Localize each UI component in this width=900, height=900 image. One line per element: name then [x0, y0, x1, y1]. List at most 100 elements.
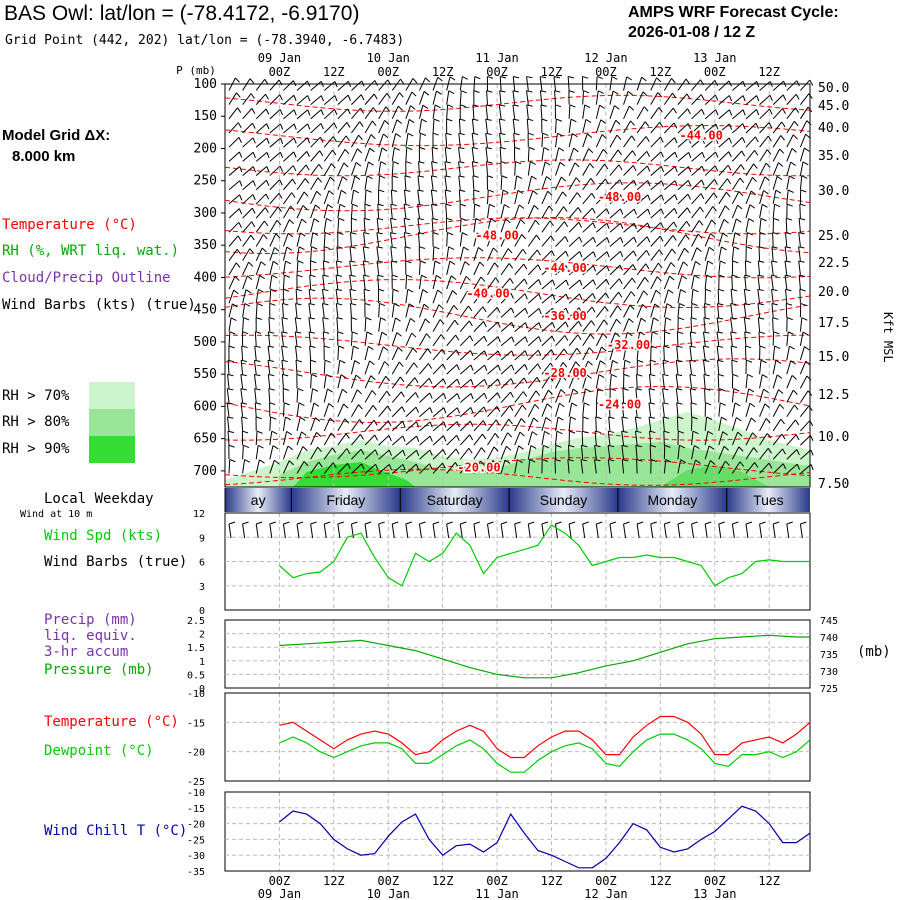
wind-barb [609, 264, 621, 276]
wind-barb-flag [707, 430, 714, 435]
wind-barb [473, 460, 481, 474]
wind-barb-flag [439, 319, 445, 325]
isotherm-contour [224, 297, 811, 335]
wind-barb [310, 136, 321, 148]
wind-barb-flag [391, 274, 398, 278]
wind-barb-flag [468, 447, 473, 454]
wind-barb-flag [360, 448, 365, 455]
wind-barb [582, 119, 587, 134]
wind-barb [226, 416, 230, 431]
wind-barb-flag [622, 402, 629, 405]
wind-barb-flag [806, 120, 812, 126]
wind-barb [514, 391, 524, 403]
wind-barb-flag [601, 134, 607, 139]
isotherm-contour [224, 358, 811, 388]
wind-barb-flag [310, 260, 317, 264]
wind-barb [350, 331, 353, 346]
wind-barb-flag [569, 430, 576, 434]
wind-barb [363, 218, 366, 233]
wind-barb [310, 432, 317, 446]
wind-barb-flag [311, 246, 318, 250]
wind-barb-flag [538, 322, 542, 329]
wind-barb-flag [243, 444, 250, 449]
wind-barb-flag [613, 346, 620, 351]
wind-barb [541, 293, 553, 304]
wind-barb-flag [696, 247, 702, 252]
wind-barb [595, 333, 604, 347]
surface-wind-barb-flag [541, 521, 549, 525]
wind-barb-flag [256, 302, 263, 307]
wind-barb [378, 361, 385, 375]
bottom-hour-label: 00Z [486, 874, 508, 888]
wind-barb [541, 264, 553, 276]
wind-barb-flag [765, 162, 771, 168]
wind-barb-flag [346, 122, 351, 128]
wind-barb [798, 246, 801, 261]
wind-barb-flag [521, 404, 527, 411]
wind-barb [269, 94, 281, 105]
wind-barb [487, 460, 494, 474]
wind-barb-flag [630, 291, 636, 297]
precip-pressure-frame [224, 619, 811, 689]
wind-barb-flag [485, 146, 492, 150]
wind-barb [349, 275, 352, 290]
wind-barb-flag [241, 416, 248, 419]
wind-barb [378, 133, 384, 148]
wind-barb [514, 377, 525, 389]
wind-barb-flag [644, 277, 649, 283]
wind-barb-flag [563, 348, 568, 355]
wind-barb-flag [485, 118, 492, 121]
precip-tick: 1 [199, 657, 205, 668]
wind-barb-flag [701, 166, 705, 172]
wind-barb [376, 260, 380, 275]
wind-barb-flag [677, 331, 684, 334]
wind-barb-flag [605, 279, 610, 285]
wind-barb [731, 275, 733, 290]
wind-barb [718, 137, 730, 148]
wind-barb [732, 80, 744, 91]
wind-barb-flag [565, 250, 569, 257]
wind-barb [691, 165, 703, 176]
wind-barb-flag [323, 260, 330, 263]
wind-barb [364, 449, 376, 460]
wind-barb-flag [799, 203, 806, 207]
wind-barb-flag [550, 349, 555, 356]
wind-barb-flag [801, 175, 808, 179]
wind-barb [704, 233, 711, 247]
wind-barb [786, 120, 795, 134]
surface-wind-barb-flag [405, 521, 413, 525]
wind-barb [254, 331, 257, 346]
wind-barb [731, 218, 737, 233]
pressure-tick-label: 100 [194, 77, 217, 92]
wind-barb-flag [326, 218, 332, 222]
wind-barb-flag [565, 307, 569, 314]
wind-barb-flag [320, 81, 324, 88]
wind-barb [309, 275, 312, 290]
wind-barb [500, 391, 511, 403]
rh-90-swatch [89, 436, 135, 463]
wind-barb-flag [497, 350, 501, 357]
wind-barb [459, 447, 470, 460]
wind-barb-flag [289, 219, 295, 225]
wind-barb [568, 207, 579, 219]
kft-tick-label: 10.0 [818, 430, 849, 445]
wind-barb-flag [402, 450, 406, 457]
wind-barb [650, 331, 653, 346]
wind-barb-flag [643, 290, 649, 296]
wind-barb [269, 206, 279, 219]
wind-barb [432, 90, 437, 105]
wind-barb [242, 122, 253, 134]
wind-barb [514, 322, 526, 332]
wind-barb-flag [349, 288, 356, 292]
wind-barb [390, 204, 393, 219]
wind-barb [691, 206, 701, 219]
wind-barb [364, 434, 376, 446]
wind-barb-flag [363, 274, 370, 277]
wind-barb-flag [482, 420, 487, 427]
wind-barb [541, 133, 544, 148]
wind-barb [636, 331, 641, 346]
wind-barb-flag [245, 289, 252, 294]
wind-barb [487, 233, 493, 247]
wind-barb [405, 119, 410, 134]
wind-barb [527, 264, 539, 276]
